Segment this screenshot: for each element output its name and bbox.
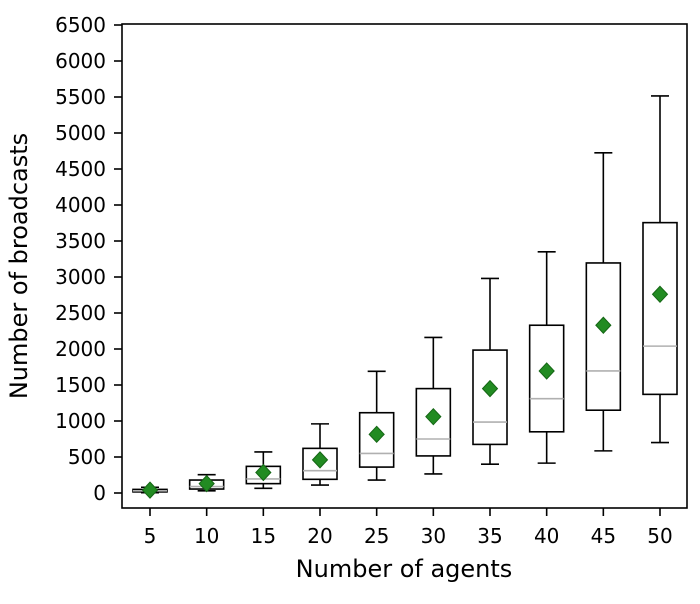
- x-tick-label: 25: [364, 524, 389, 548]
- mean-marker: [198, 474, 215, 493]
- y-tick-label: 5500: [55, 85, 106, 109]
- box-group-15: [245, 451, 282, 490]
- x-tick-label: 30: [421, 524, 446, 548]
- mean-marker: [255, 463, 272, 482]
- box-group-45: [585, 152, 622, 452]
- x-tick-label: 35: [477, 524, 502, 548]
- y-tick-label: 6000: [55, 49, 106, 73]
- y-tick-label: 500: [68, 445, 106, 469]
- iqr-box: [585, 262, 622, 411]
- box-group-30: [415, 336, 452, 475]
- box-group-20: [302, 423, 338, 486]
- box-group-50: [642, 95, 678, 444]
- y-tick-label: 4500: [55, 157, 106, 181]
- mean-marker: [595, 316, 612, 334]
- x-tick-label: 40: [534, 524, 559, 548]
- box-group-10: [188, 473, 225, 493]
- y-tick-label: 1000: [55, 409, 106, 433]
- x-tick-label: 10: [194, 524, 219, 548]
- y-tick-label: 6500: [55, 13, 106, 37]
- box-group-25: [358, 370, 395, 481]
- mean-marker: [141, 481, 159, 499]
- box-group-35: [472, 277, 508, 466]
- x-axis-label: Number of agents: [296, 555, 513, 583]
- x-tick-label: 15: [251, 524, 276, 548]
- y-tick-label: 2500: [55, 301, 106, 325]
- mean-marker: [425, 407, 442, 426]
- mean-marker: [311, 451, 329, 469]
- box-series: [132, 95, 678, 499]
- x-tick-label: 45: [591, 524, 616, 548]
- x-tick-label: 5: [144, 524, 157, 548]
- x-tick-label: 50: [647, 524, 672, 548]
- plot-border: [121, 23, 688, 509]
- y-tick-label: 0: [93, 481, 106, 505]
- y-tick-label: 2000: [55, 337, 106, 361]
- y-axis-label: Number of broadcasts: [5, 133, 33, 399]
- y-tick-label: 3000: [55, 265, 106, 289]
- y-tick-label: 5000: [55, 121, 106, 145]
- mean-marker: [538, 362, 555, 380]
- iqr-box: [642, 221, 678, 396]
- y-tick-label: 4000: [55, 193, 106, 217]
- mean-marker: [651, 285, 669, 304]
- y-tick-label: 3500: [55, 229, 106, 253]
- mean-marker: [481, 379, 499, 398]
- mean-marker: [368, 425, 385, 444]
- box-group-5: [132, 481, 168, 499]
- box-group-40: [528, 251, 565, 464]
- y-axis-ticks: 0 500 1000 1500 2000 2500 3000 3500 4000 4500 5000…: [55, 13, 122, 505]
- x-axis-ticks: 5 10 15 20 25 30 35 40 45 50: [144, 508, 673, 548]
- y-tick-label: 1500: [55, 373, 106, 397]
- x-tick-label: 20: [307, 524, 332, 548]
